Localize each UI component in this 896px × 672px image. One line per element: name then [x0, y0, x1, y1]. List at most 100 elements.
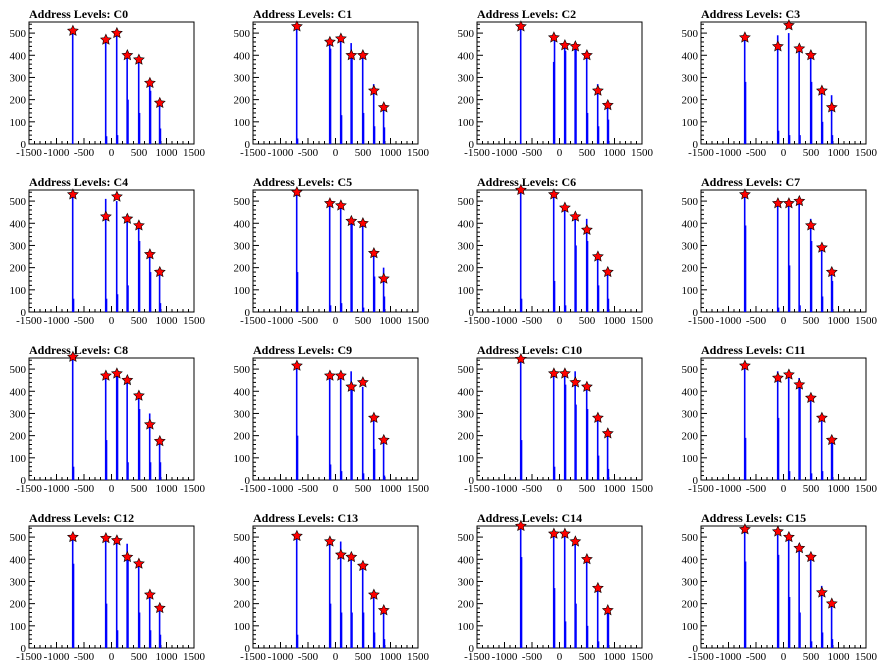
- histogram-bar: [788, 596, 791, 648]
- plot-frame: [252, 357, 419, 481]
- y-tick-label: 400: [458, 218, 475, 230]
- x-tick-label: -500: [746, 483, 767, 495]
- histogram-bar: [373, 448, 376, 480]
- histogram-bar: [339, 541, 342, 648]
- y-tick-label: 500: [682, 196, 699, 208]
- histogram-bar: [158, 605, 161, 648]
- histogram-bar: [519, 190, 522, 312]
- x-tick-label: -1000: [44, 483, 70, 495]
- peak-marker: [121, 49, 134, 61]
- panel-c3: Address Levels: C30100200300400500-1500-…: [682, 7, 878, 159]
- histogram-bar: [520, 557, 523, 648]
- x-tick-label: 1500: [855, 147, 878, 159]
- histogram-bar: [519, 526, 522, 648]
- histogram-bar: [116, 375, 119, 480]
- x-tick-label: -1500: [16, 483, 42, 495]
- y-tick-label: 400: [234, 50, 251, 62]
- histogram-bar: [798, 543, 800, 648]
- x-tick-label: 1000: [380, 315, 403, 327]
- peak-marker: [143, 248, 156, 260]
- histogram-bar: [585, 55, 588, 144]
- histogram-bar: [382, 267, 385, 312]
- histogram-bar: [372, 84, 375, 144]
- histogram-bar: [743, 37, 746, 145]
- histogram-bar: [787, 203, 790, 312]
- y-tick-label: 500: [682, 28, 699, 40]
- y-tick-label: 500: [10, 28, 27, 40]
- x-tick-label: 500: [131, 147, 148, 159]
- y-tick-label: 0: [21, 643, 27, 655]
- peak-marker: [815, 586, 828, 598]
- x-tick-label: 0: [109, 651, 115, 663]
- y-tick-label: 400: [682, 218, 699, 230]
- histogram-bar: [373, 126, 376, 144]
- peak-marker: [793, 541, 806, 554]
- peak-marker: [334, 199, 347, 211]
- plot-frame: [700, 525, 867, 649]
- y-tick-label: 0: [245, 139, 251, 151]
- y-tick-label: 100: [10, 453, 27, 465]
- panel-c15: Address Levels: C15 0 100 200 300 400 500 -1500…: [682, 511, 878, 663]
- x-tick-label: 1500: [631, 315, 654, 327]
- panel-title: Address Levels: C6: [477, 175, 576, 189]
- peak-marker: [569, 210, 582, 222]
- y-tick-label: 500: [234, 28, 251, 40]
- histogram-bar: [116, 135, 119, 144]
- peak-marker: [345, 380, 358, 392]
- y-tick-label: 300: [234, 72, 251, 84]
- peak-marker: [782, 368, 795, 380]
- panel-c8: Address Levels: C80100200300400500-1500-…: [10, 343, 206, 495]
- panel-c14: Address Levels: C14 0 100 200 300 400 500 -1500…: [458, 511, 654, 663]
- histogram-bar: [340, 303, 343, 312]
- x-tick-label: -1500: [16, 651, 42, 663]
- histogram-bar: [563, 534, 566, 648]
- histogram-bar: [776, 534, 779, 648]
- peak-marker: [514, 183, 527, 196]
- x-tick-label: -1500: [240, 483, 266, 495]
- x-tick-label: -500: [746, 147, 767, 159]
- x-tick-label: 1000: [828, 315, 851, 327]
- histogram-bar: [329, 305, 332, 312]
- histogram-bar: [831, 280, 834, 312]
- x-tick-label: 1500: [407, 315, 430, 327]
- x-tick-label: 500: [803, 651, 820, 663]
- peak-marker: [558, 367, 571, 379]
- x-tick-label: 1500: [855, 315, 878, 327]
- panel-title: Address Levels: C3: [701, 7, 800, 21]
- histogram-bar: [328, 41, 331, 144]
- x-tick-label: -1000: [44, 147, 70, 159]
- y-tick-label: 300: [682, 240, 699, 252]
- y-tick-label: 300: [682, 72, 699, 84]
- x-tick-label: 0: [109, 483, 115, 495]
- peak-marker: [110, 534, 123, 546]
- plot-frame: [700, 189, 867, 313]
- x-tick-label: -1500: [688, 147, 714, 159]
- peak-marker: [143, 418, 156, 430]
- x-tick-label: -500: [522, 483, 543, 495]
- histogram-bar: [743, 364, 746, 480]
- y-tick-label: 300: [234, 408, 251, 420]
- y-tick-label: 100: [10, 285, 27, 297]
- peak-marker: [99, 531, 112, 544]
- histogram-bar: [105, 298, 108, 312]
- histogram-bar: [383, 296, 386, 312]
- peak-marker: [782, 19, 795, 31]
- y-tick-label: 0: [693, 139, 699, 151]
- panel-title: Address Levels: C10: [477, 343, 582, 357]
- y-tick-label: 400: [682, 50, 699, 62]
- peak-marker: [110, 367, 123, 379]
- x-tick-label: -1500: [688, 651, 714, 663]
- peak-marker: [815, 241, 828, 253]
- histogram-bar: [585, 559, 588, 648]
- y-tick-label: 200: [10, 599, 27, 611]
- histogram-bar: [295, 26, 298, 144]
- histogram-bar: [777, 307, 780, 312]
- histogram-bar: [104, 373, 107, 480]
- y-tick-label: 500: [10, 196, 27, 208]
- x-tick-label: 1500: [631, 483, 654, 495]
- y-tick-label: 200: [682, 431, 699, 443]
- histogram-bar: [138, 241, 141, 312]
- y-tick-label: 400: [234, 386, 251, 398]
- peak-marker: [110, 26, 123, 39]
